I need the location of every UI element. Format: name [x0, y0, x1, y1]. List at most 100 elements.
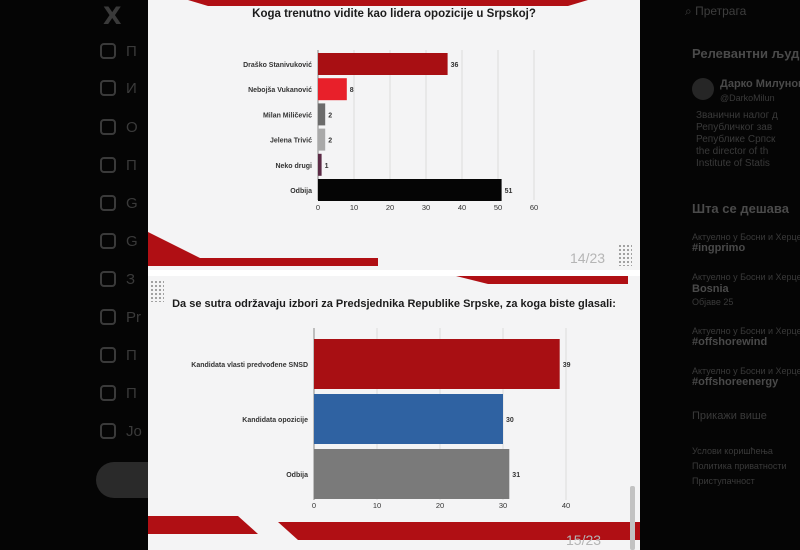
bar [314, 394, 503, 444]
category-label: Milan Miličević [263, 112, 312, 119]
data-label: 8 [350, 87, 354, 94]
footer-link[interactable]: Приступачност [692, 476, 755, 486]
category-label: Kandidata opozicije [242, 417, 308, 424]
nav-item[interactable]: И [100, 74, 160, 102]
data-label: 36 [451, 62, 459, 69]
nav-item[interactable]: Jo [100, 417, 160, 445]
data-label: 30 [506, 417, 514, 424]
x-tick-label: 0 [316, 203, 320, 212]
person-handle[interactable]: @DarkoMilun [720, 93, 775, 103]
x-tick-label: 20 [436, 501, 444, 510]
trend-meta: Актуелно у Босни и Херцеговини [692, 326, 800, 336]
trend-meta: Актуелно у Босни и Херцеговини [692, 232, 800, 242]
dots-decoration [150, 280, 164, 302]
x-tick-label: 10 [350, 203, 358, 212]
grok-icon [100, 195, 116, 211]
nav-item-label: П [126, 346, 137, 364]
nav-item-label: G [126, 232, 138, 250]
nav-item-label: П [126, 384, 137, 402]
bar [318, 53, 448, 75]
trend-tag[interactable]: #ingprimo [692, 242, 746, 254]
nav-item-label: Pr [126, 308, 141, 326]
relevant-people-heading: Релевантни људи [692, 46, 800, 61]
nav-item-label: П [126, 42, 137, 60]
x-tick-label: 60 [530, 203, 538, 212]
category-label: Nebojša Vukanović [248, 87, 312, 94]
data-label: 39 [563, 362, 571, 369]
nav-item[interactable]: G [100, 189, 160, 217]
nav-item[interactable]: П [100, 341, 160, 369]
bell-icon [100, 119, 116, 135]
data-label: 51 [505, 188, 513, 195]
left-navigation: X П И О П G G З Pr П П Jo [0, 0, 166, 550]
trend-tag[interactable]: Bosnia [692, 283, 729, 295]
x-tick-label: 10 [373, 501, 381, 510]
category-label: Odbija [286, 472, 308, 479]
trends-heading: Шта се дешава [692, 201, 789, 216]
opposition-leader-chart: 0 10 20 30 40 50 60 Draško Stanivuković 36 Nebojš… [243, 50, 538, 212]
profile-icon [100, 385, 116, 401]
nav-item-label: О [126, 118, 138, 136]
nav-item-label: З [126, 270, 136, 288]
bar [318, 179, 502, 201]
avatar[interactable] [692, 78, 714, 100]
person-name[interactable]: Дарко Милунов [720, 78, 800, 90]
category-label: Neko drugi [275, 163, 312, 170]
x-logo-icon[interactable]: X [103, 2, 122, 30]
presidential-vote-chart: 0 10 20 30 40 Kandidata vlasti predvođene SNS… [191, 328, 571, 510]
bar [318, 128, 326, 151]
bar [314, 339, 560, 389]
verified-orgs-icon [100, 347, 116, 363]
trend-meta: Актуелно у Босни и Херцеговини [692, 272, 800, 282]
show-more-link[interactable]: Прикажи више [692, 410, 767, 422]
person-bio-line: Републике Српск [696, 134, 776, 145]
trend-sub: Објаве 25 [692, 297, 734, 307]
x-tick-label: 50 [494, 203, 502, 212]
nav-item[interactable]: О [100, 113, 160, 141]
slide-15: Da se sutra održavaju izbori za Predsjed… [148, 276, 640, 550]
category-label: Draško Stanivuković [243, 62, 312, 69]
x-tick-label: 0 [312, 501, 316, 510]
nav-item[interactable]: З [100, 265, 160, 293]
slide-title: Da se sutra održavaju izbori za Predsjed… [172, 298, 616, 310]
trend-tag[interactable]: #offshorewind [692, 336, 768, 348]
slide-decoration [148, 276, 640, 540]
nav-item-label: И [126, 79, 137, 97]
dots-decoration [618, 244, 632, 266]
trend-tag[interactable]: #offshoreenergy [692, 376, 779, 388]
person-bio-line: Званични налог д [696, 110, 778, 121]
search-field[interactable]: ⌕ Претрага [685, 4, 747, 18]
person-bio-line: the director of th [696, 146, 769, 157]
search-label: Претрага [695, 4, 747, 18]
x-premium-icon [100, 309, 116, 325]
bookmark-icon [100, 233, 116, 249]
communities-icon [100, 271, 116, 287]
mail-icon [100, 157, 116, 173]
nav-item-label: П [126, 156, 137, 174]
x-tick-label: 40 [458, 203, 466, 212]
nav-item[interactable]: П [100, 379, 160, 407]
slide-14: Koga trenutno vidite kao lidera opozicij… [148, 0, 640, 270]
footer-link[interactable]: Политика приватности [692, 461, 787, 471]
trend-meta: Актуелно у Босни и Херцеговини [692, 366, 800, 376]
x-tick-label: 40 [562, 501, 570, 510]
nav-item[interactable]: G [100, 227, 160, 255]
x-tick-label: 20 [386, 203, 394, 212]
data-label: 2 [328, 138, 332, 145]
home-icon [100, 43, 116, 59]
page-number: 14/23 [570, 250, 606, 266]
x-tick-label: 30 [422, 203, 430, 212]
nav-item[interactable]: П [100, 37, 160, 65]
data-label: 2 [328, 112, 332, 119]
footer-link[interactable]: Услови коришћења [692, 446, 773, 456]
person-bio-line: Institute of Statis [696, 158, 770, 169]
category-label: Odbija [290, 188, 312, 195]
slide-separator [148, 270, 640, 276]
nav-item[interactable]: П [100, 151, 160, 179]
nav-item[interactable]: Pr [100, 303, 160, 331]
category-label: Jelena Trivić [270, 138, 312, 145]
scrollbar[interactable] [630, 486, 635, 550]
page-number: 15/23 [566, 532, 602, 548]
search-icon [100, 80, 116, 96]
